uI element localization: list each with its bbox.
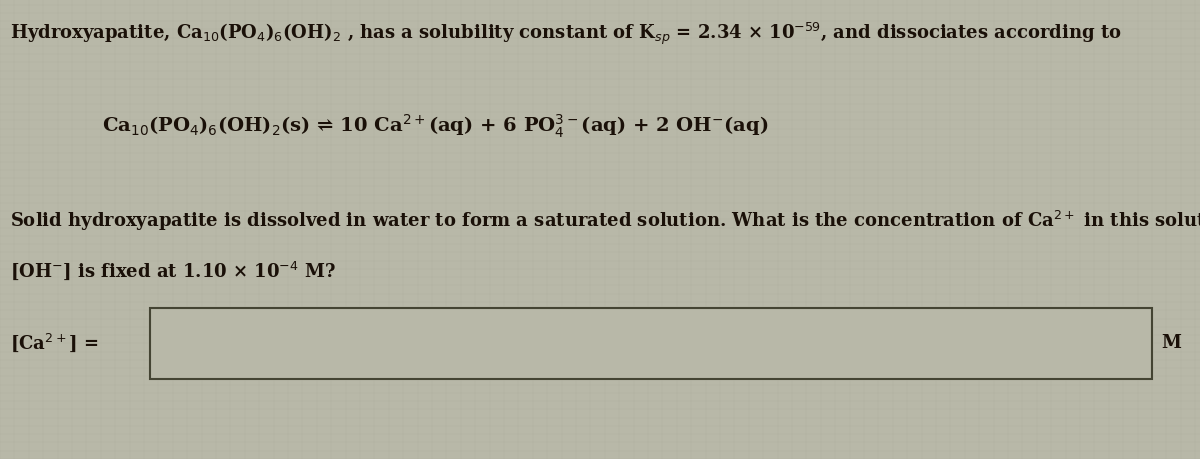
Text: Hydroxyapatite, Ca$_{10}$(PO$_4$)$_6$(OH)$_2$ , has a solubility constant of K$_: Hydroxyapatite, Ca$_{10}$(PO$_4$)$_6$(OH… <box>10 21 1121 47</box>
Text: Solid hydroxyapatite is dissolved in water to form a saturated solution. What is: Solid hydroxyapatite is dissolved in wat… <box>10 209 1200 233</box>
Text: [Ca$^{2+}$] =: [Ca$^{2+}$] = <box>10 332 98 354</box>
Text: M: M <box>1162 334 1182 353</box>
Text: Ca$_{10}$(PO$_4$)$_6$(OH)$_2$(s) ⇌ 10 Ca$^{2+}$(aq) + 6 PO$_4^{3-}$(aq) + 2 OH$^: Ca$_{10}$(PO$_4$)$_6$(OH)$_2$(s) ⇌ 10 Ca… <box>102 112 768 140</box>
Text: [OH$^{-}$] is fixed at 1.10 × 10$^{-4}$ M?: [OH$^{-}$] is fixed at 1.10 × 10$^{-4}$ … <box>10 259 336 282</box>
Bar <box>150 308 1152 379</box>
